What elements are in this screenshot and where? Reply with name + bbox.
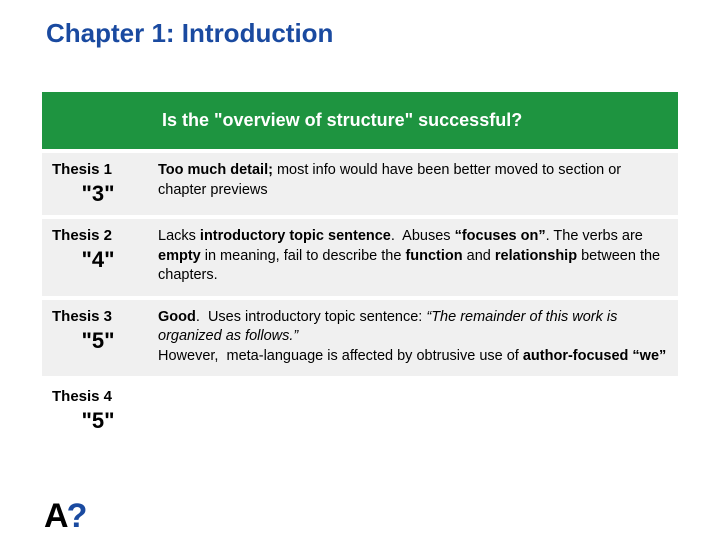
thesis-label: Thesis 2 (52, 227, 112, 244)
table-row: Thesis 4 "5" (42, 380, 678, 442)
thesis-label: Thesis 1 (52, 161, 112, 178)
logo-letter: A (44, 497, 67, 535)
row-label: Thesis 3 "5" (42, 300, 152, 377)
table-row: Thesis 2 "4" Lacks introductory topic se… (42, 219, 678, 296)
page-title: Chapter 1: Introduction (0, 0, 720, 49)
table-row: Thesis 3 "5" Good. Uses introductory top… (42, 300, 678, 377)
thesis-score: "3" (52, 181, 144, 207)
row-label: Thesis 2 "4" (42, 219, 152, 296)
logo-mark: ? (67, 497, 86, 535)
row-content (152, 380, 678, 442)
thesis-score: "4" (52, 247, 144, 273)
header-question: Is the "overview of structure" successfu… (152, 92, 678, 149)
row-content: Good. Uses introductory topic sentence: … (152, 300, 678, 377)
logo: A? (44, 497, 85, 536)
row-label: Thesis 1 "3" (42, 153, 152, 215)
thesis-score: "5" (52, 328, 144, 354)
header-blank-cell (42, 92, 152, 149)
table-row: Thesis 1 "3" Too much detail; most info … (42, 153, 678, 215)
thesis-score: "5" (52, 408, 144, 434)
row-content: Lacks introductory topic sentence. Abuse… (152, 219, 678, 296)
row-label: Thesis 4 "5" (42, 380, 152, 442)
thesis-label: Thesis 3 (52, 308, 112, 325)
overview-table: Is the "overview of structure" successfu… (42, 92, 678, 442)
row-content: Too much detail; most info would have be… (152, 153, 678, 215)
table-header-row: Is the "overview of structure" successfu… (42, 92, 678, 149)
thesis-label: Thesis 4 (52, 388, 112, 405)
